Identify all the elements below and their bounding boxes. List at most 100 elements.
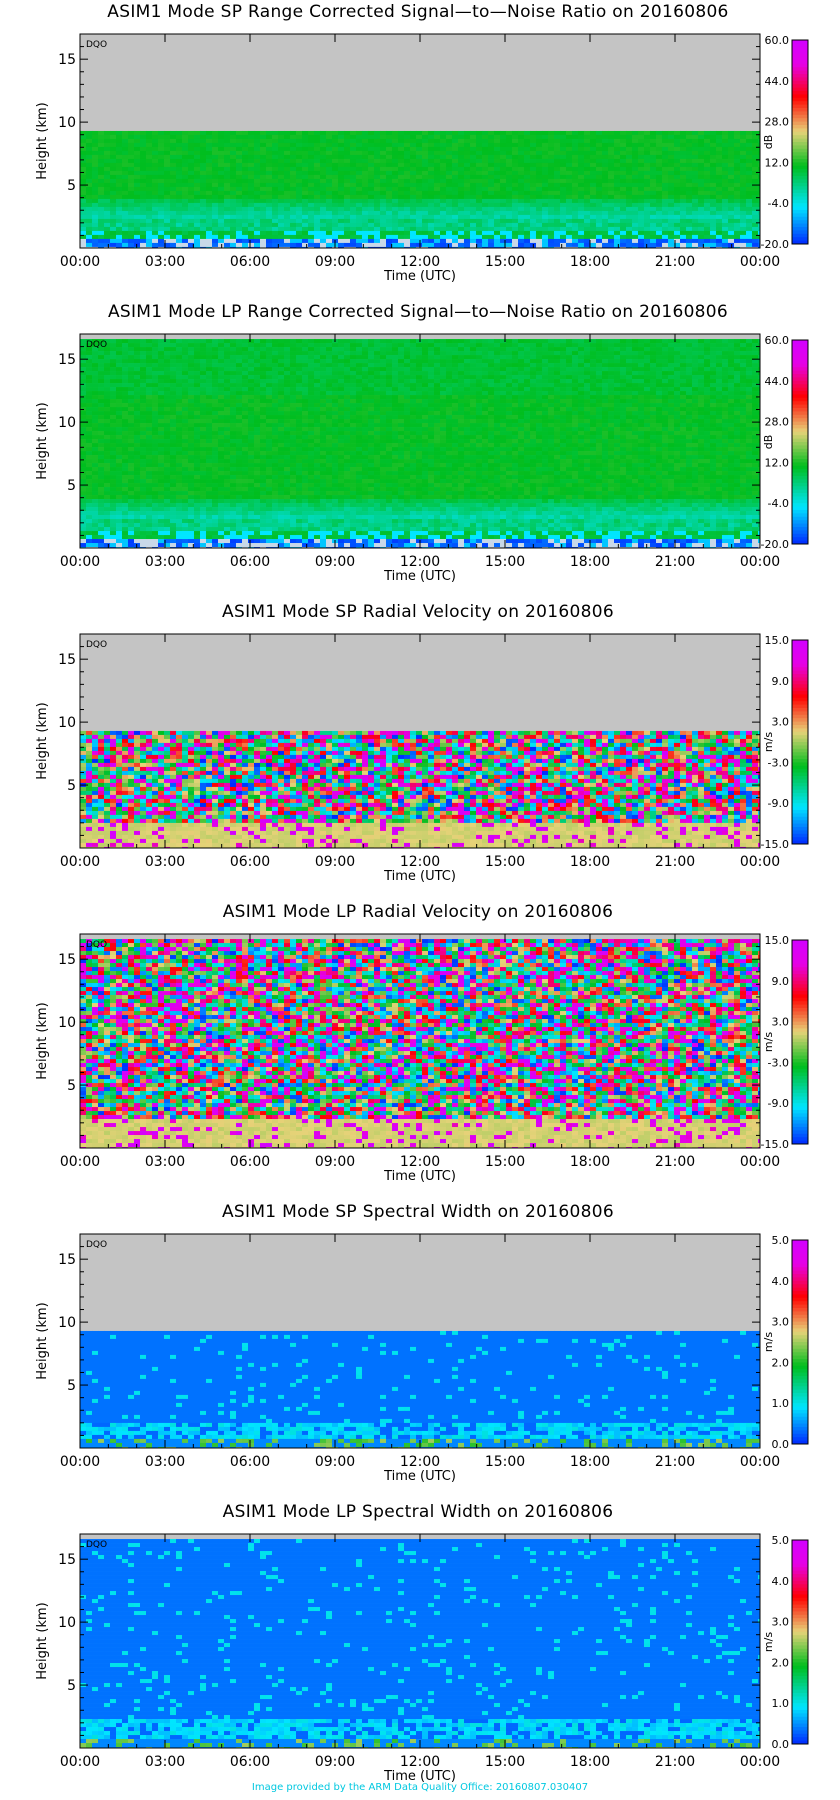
heatmap-cell [512,222,519,228]
heatmap-cell [272,238,279,244]
heatmap-cell [380,174,387,180]
heatmap-cell [194,198,201,204]
heatmap-cell [716,351,723,356]
heatmap-cell [356,146,363,152]
heatmap-cell [548,359,555,364]
heatmap-cell [746,154,753,160]
heatmap-cell [752,206,759,212]
heatmap-cell [284,154,291,160]
heatmap-cell [548,355,555,360]
heatmap-cell [548,230,555,236]
heatmap-cell [164,238,171,244]
heatmap-cell [470,222,477,228]
heatmap-cell [434,222,441,228]
heatmap-cell [134,339,141,344]
heatmap-cell [188,351,195,356]
heatmap-cell [698,210,705,216]
heatmap-cell [284,363,291,368]
heatmap-cell [680,379,687,384]
heatmap-cell [326,234,333,240]
heatmap-cell [602,178,609,184]
heatmap-cell [260,355,267,360]
heatmap-cell [656,242,663,248]
heatmap-cell [662,234,669,240]
heatmap-cell [392,194,399,200]
heatmap-cell [158,234,165,240]
heatmap-cell [134,170,141,176]
heatmap-cell [116,351,123,356]
heatmap-cell [224,238,231,244]
heatmap-cell [590,242,597,248]
heatmap-cell [470,158,477,164]
heatmap-cell [404,210,411,216]
heatmap-cell [740,367,747,372]
heatmap-cell [470,371,477,376]
colorbar-segment [792,80,808,85]
heatmap-cell [212,234,219,240]
heatmap-cell [86,134,93,140]
heatmap-cell [656,202,663,208]
heatmap-cell [128,363,135,368]
heatmap-cell [392,379,399,384]
heatmap-cell [416,375,423,380]
heatmap-cell [740,202,747,208]
heatmap-cell [698,150,705,156]
heatmap-cell [596,343,603,348]
heatmap-cell [338,178,345,184]
heatmap-cell [182,206,189,212]
heatmap-cell [236,166,243,172]
heatmap-cell [446,186,453,192]
heatmap-cell [236,242,243,248]
heatmap-cell [176,202,183,208]
heatmap-cell [302,359,309,364]
heatmap-cell [308,339,315,344]
heatmap-cell [92,146,99,152]
heatmap-cell [218,134,225,140]
heatmap-cell [452,351,459,356]
heatmap-cell [494,222,501,228]
heatmap-cell [344,367,351,372]
heatmap-cell [626,359,633,364]
heatmap-cell [152,186,159,192]
heatmap-cell [242,158,249,164]
heatmap-cell [752,230,759,236]
heatmap-cell [548,226,555,232]
heatmap-cell [182,371,189,376]
heatmap-cell [218,142,225,148]
heatmap-cell [506,226,513,232]
heatmap-cell [368,218,375,224]
heatmap-cell [314,238,321,244]
heatmap-cell [542,194,549,200]
heatmap-cell [494,154,501,160]
heatmap-cell [506,202,513,208]
heatmap-cell [518,367,525,372]
heatmap-cell [260,150,267,156]
heatmap-cell [584,379,591,384]
heatmap-cell [278,363,285,368]
heatmap-cell [356,347,363,352]
heatmap-cell [434,146,441,152]
heatmap-cell [722,142,729,148]
heatmap-cell [362,222,369,228]
heatmap-cell [530,351,537,356]
heatmap-cell [332,230,339,236]
heatmap-cell [194,194,201,200]
heatmap-cell [278,234,285,240]
heatmap-cell [584,214,591,220]
heatmap-cell [398,130,405,136]
heatmap-cell [98,186,105,192]
heatmap-cell [686,162,693,168]
heatmap-cell [134,371,141,376]
heatmap-cell [386,134,393,140]
heatmap-cell [686,158,693,164]
heatmap-cell [260,142,267,148]
heatmap-cell [158,214,165,220]
heatmap-cell [380,142,387,148]
heatmap-cell [146,170,153,176]
heatmap-cell [668,238,675,244]
heatmap-cell [344,355,351,360]
heatmap-cell [128,186,135,192]
heatmap-cell [230,190,237,196]
heatmap-cell [746,339,753,344]
heatmap-cell [320,166,327,172]
